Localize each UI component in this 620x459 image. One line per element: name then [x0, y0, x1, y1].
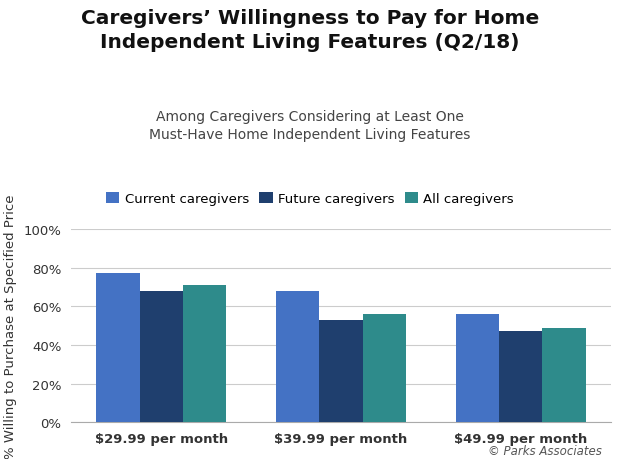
Bar	[456, 314, 499, 422]
Bar	[183, 285, 226, 422]
Legend: Current caregivers, Future caregivers, All caregivers: Current caregivers, Future caregivers, A…	[106, 192, 514, 206]
Text: © Parks Associates: © Parks Associates	[487, 444, 601, 457]
Text: Among Caregivers Considering at Least One
Must-Have Home Independent Living Feat: Among Caregivers Considering at Least On…	[149, 110, 471, 141]
Bar	[542, 328, 585, 422]
Bar	[140, 291, 183, 422]
Bar	[363, 314, 405, 422]
Text: Caregivers’ Willingness to Pay for Home
Independent Living Features (Q2/18): Caregivers’ Willingness to Pay for Home …	[81, 9, 539, 51]
Bar	[319, 320, 363, 422]
Y-axis label: % Willing to Purchase at Specified Price: % Willing to Purchase at Specified Price	[4, 194, 17, 458]
Bar	[277, 291, 319, 422]
Bar	[499, 332, 542, 422]
Bar	[97, 274, 140, 422]
